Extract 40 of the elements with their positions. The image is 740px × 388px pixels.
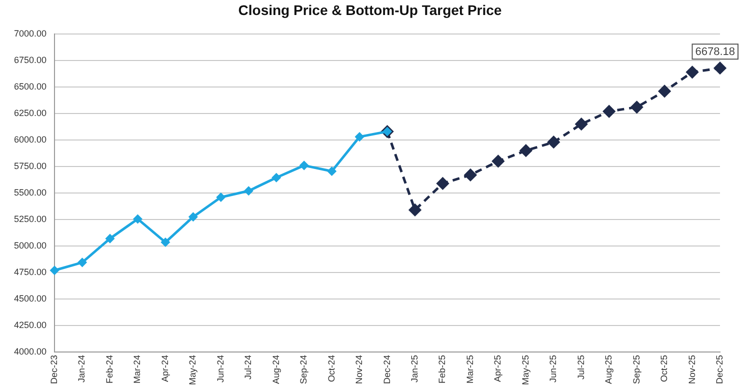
y-tick-label: 7000.00 <box>14 28 47 38</box>
y-tick-label: 6750.00 <box>14 54 47 65</box>
x-tick-label: Mar-25 <box>464 354 475 384</box>
x-tick-label: Sep-24 <box>298 354 309 384</box>
x-tick-label: Sep-25 <box>631 354 642 384</box>
y-tick-label: 6250.00 <box>14 108 47 118</box>
data-label: 6678.18 <box>695 46 735 58</box>
x-tick-label: Aug-25 <box>604 354 614 384</box>
x-tick-label: Jan-24 <box>76 354 87 383</box>
x-tick-label: Aug-24 <box>270 354 281 384</box>
y-tick-label: 4000.00 <box>14 346 47 356</box>
x-tick-label: Jun-25 <box>548 354 558 383</box>
y-tick-label: 4750.00 <box>14 266 47 277</box>
x-tick-label: Apr-25 <box>492 354 503 382</box>
y-tick-label: 6500.00 <box>14 81 47 92</box>
x-tick-label: Jul-25 <box>576 354 586 380</box>
x-tick-label: May-24 <box>188 354 198 386</box>
x-tick-label: Jun-24 <box>215 354 226 383</box>
x-tick-label: Jul-24 <box>243 354 254 380</box>
x-tick-label: Apr-24 <box>160 354 170 382</box>
y-tick-label: 5750.00 <box>14 160 47 171</box>
x-tick-label: Dec-25 <box>714 354 724 384</box>
x-tick-label: Mar-24 <box>132 354 142 384</box>
x-tick-label: Dec-23 <box>49 354 60 384</box>
x-tick-label: May-25 <box>520 354 530 386</box>
y-tick-label: 5250.00 <box>14 214 47 224</box>
x-tick-label: Feb-25 <box>437 354 448 384</box>
y-tick-label: 5000.00 <box>14 240 47 250</box>
y-tick-label: 6000.00 <box>14 134 47 144</box>
x-tick-label: Oct-24 <box>326 354 336 382</box>
y-tick-label: 4250.00 <box>14 320 47 330</box>
x-tick-label: Jan-25 <box>409 354 420 383</box>
chart-title: Closing Price & Bottom-Up Target Price <box>237 1 503 20</box>
x-tick-label: Nov-24 <box>354 354 364 384</box>
x-tick-label: Dec-24 <box>382 354 392 384</box>
y-tick-label: 5500.00 <box>14 187 47 198</box>
x-tick-label: Nov-25 <box>686 354 697 384</box>
x-tick-label: Feb-24 <box>104 354 114 384</box>
y-tick-label: 4500.00 <box>14 293 47 304</box>
x-tick-label: Oct-25 <box>659 354 670 382</box>
